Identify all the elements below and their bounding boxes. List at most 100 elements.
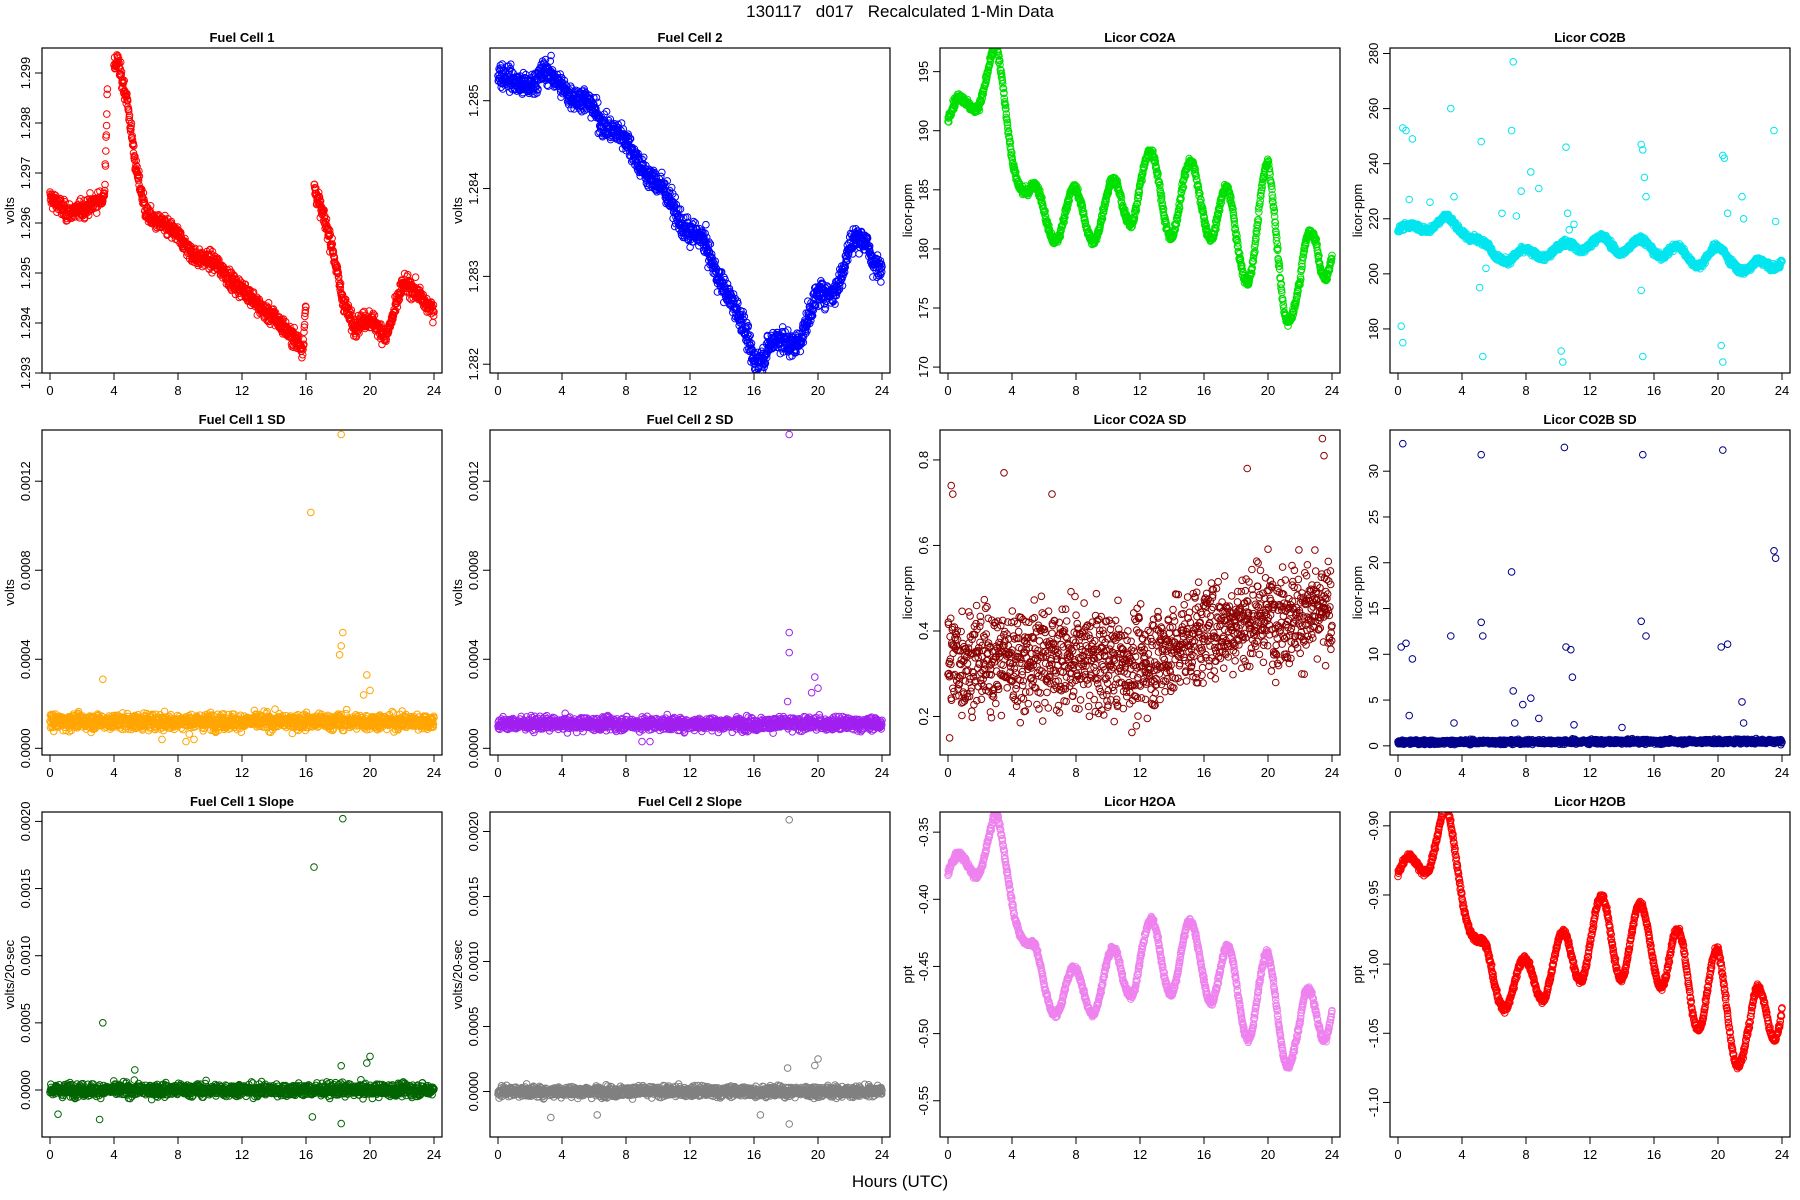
data-point <box>1002 105 1010 113</box>
data-point <box>710 260 719 268</box>
data-point <box>1257 189 1265 197</box>
data-point <box>1195 188 1203 197</box>
data-point <box>672 200 681 209</box>
data-point <box>877 268 886 276</box>
data-point <box>128 136 137 144</box>
x-tick-label: 24 <box>427 383 441 398</box>
data-point <box>760 363 768 372</box>
data-point <box>983 72 991 81</box>
data-point <box>393 303 402 311</box>
data-point <box>1296 280 1304 289</box>
data-point <box>979 90 988 98</box>
data-point <box>546 57 555 65</box>
data-point <box>1159 208 1168 217</box>
x-tick-label: 4 <box>1008 383 1015 398</box>
data-point <box>626 134 635 143</box>
data-point <box>1255 208 1263 216</box>
data-point <box>328 234 336 243</box>
data-point <box>835 282 844 291</box>
data-point <box>831 300 839 308</box>
data-point <box>1038 193 1046 202</box>
data-point <box>1291 304 1299 312</box>
data-point <box>132 161 140 169</box>
data-point <box>1299 253 1307 261</box>
data-point <box>829 297 838 306</box>
data-point <box>1266 168 1274 176</box>
data-point <box>784 326 792 334</box>
data-point <box>778 327 787 336</box>
data-point <box>1005 134 1014 143</box>
data-point <box>614 120 622 129</box>
x-tick-label: 16 <box>747 383 761 398</box>
data-point <box>1008 148 1016 157</box>
data-point <box>300 340 308 349</box>
data-point <box>877 278 885 286</box>
data-point <box>670 198 678 207</box>
data-point <box>734 299 742 308</box>
data-point <box>1227 194 1235 202</box>
data-point <box>1234 243 1242 251</box>
data-point <box>128 132 136 140</box>
data-point <box>998 79 1007 88</box>
data-point <box>1235 250 1244 258</box>
data-point <box>249 289 257 297</box>
data-point <box>1036 189 1044 198</box>
data-point <box>1002 110 1011 118</box>
x-tick-label: 12 <box>683 383 697 398</box>
data-point <box>739 307 748 316</box>
data-points <box>46 51 438 362</box>
data-point <box>650 168 659 177</box>
data-point <box>811 301 820 310</box>
x-tick-label: 20 <box>811 383 825 398</box>
data-point <box>330 254 339 262</box>
x-tick-label: 0 <box>494 383 501 398</box>
data-point <box>701 229 709 238</box>
data-point <box>206 245 214 254</box>
data-point <box>1135 188 1144 196</box>
y-tick-label: 185 <box>916 179 931 201</box>
data-point <box>592 93 601 102</box>
data-point <box>300 323 309 332</box>
data-point <box>1132 204 1140 212</box>
data-point <box>100 192 108 200</box>
data-point <box>799 333 808 341</box>
data-point <box>429 318 437 327</box>
data-point <box>658 168 666 177</box>
data-point <box>1154 170 1162 178</box>
data-point <box>1298 262 1306 271</box>
data-point <box>1269 198 1277 207</box>
data-point <box>993 38 1000 45</box>
data-point <box>993 40 1000 47</box>
data-point <box>991 40 998 47</box>
data-point <box>808 311 817 320</box>
x-tick-label: 8 <box>174 383 181 398</box>
y-axis-label: volts <box>2 197 17 224</box>
x-tick-label: 12 <box>1133 383 1147 398</box>
data-point <box>999 84 1008 93</box>
data-point <box>556 70 565 78</box>
data-point <box>191 244 199 253</box>
data-point <box>723 280 732 288</box>
data-point <box>683 213 692 221</box>
data-point <box>1151 153 1159 162</box>
data-point <box>135 167 143 175</box>
data-point <box>1298 256 1307 265</box>
data-point <box>1175 207 1183 216</box>
data-point <box>1060 218 1068 226</box>
data-point <box>639 153 648 162</box>
data-point <box>1003 116 1011 124</box>
data-point <box>995 52 1003 60</box>
data-point <box>1041 207 1049 215</box>
data-point <box>331 259 340 268</box>
data-point <box>1279 296 1287 305</box>
data-point <box>103 110 111 118</box>
data-point <box>996 60 1004 69</box>
y-tick-label: 1.293 <box>18 357 33 390</box>
data-point <box>558 74 566 82</box>
data-point <box>1202 221 1211 230</box>
data-point <box>1247 269 1256 278</box>
data-point <box>1290 308 1298 316</box>
data-point <box>130 142 138 150</box>
data-point <box>702 220 710 229</box>
data-point <box>996 56 1004 65</box>
